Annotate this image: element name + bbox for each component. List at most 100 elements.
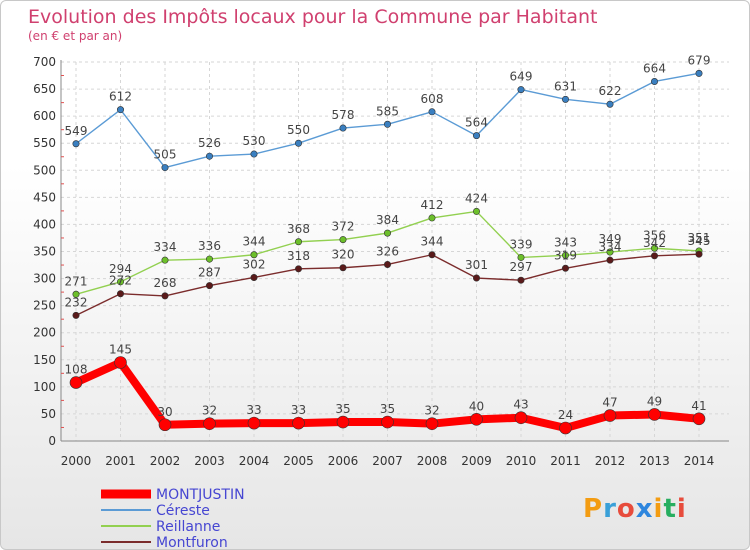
data-label: 294 [109,262,132,276]
data-point [158,418,172,432]
data-label: 622 [599,84,622,98]
proxiti-logo-text: Proxiti [583,494,687,524]
y-tick-label: 250 [33,299,56,313]
data-label: 35 [335,402,350,416]
data-point [606,256,614,264]
data-point [117,290,125,298]
data-point [339,264,347,272]
y-tick-label: 400 [33,217,56,231]
data-point [339,124,347,132]
data-label: 585 [376,104,399,118]
data-label: 40 [469,399,484,413]
data-point [428,251,436,259]
data-label: 268 [154,276,177,290]
data-point [650,77,658,85]
data-label: 343 [554,235,577,249]
data-point [606,248,614,256]
data-point [606,100,614,108]
data-point [561,251,569,259]
data-point [117,278,125,286]
data-label: 271 [65,274,88,288]
x-tick-label: 2006 [328,454,359,468]
data-point [517,276,525,284]
data-point [428,214,436,222]
data-label: 664 [643,61,666,75]
data-label: 318 [287,249,310,263]
series [69,69,706,435]
data-point [161,164,169,172]
data-point [381,415,394,429]
data-label: 320 [332,248,355,262]
data-point [69,376,83,389]
data-label: 301 [465,258,488,272]
data-point [561,264,569,272]
data-label: 287 [198,266,221,280]
data-label: 372 [332,220,355,234]
data-point [336,415,350,429]
data-label: 342 [643,236,666,250]
data-label: 24 [558,408,573,422]
data-label: 344 [421,235,444,249]
data-label: 356 [643,228,666,242]
x-tick-label: 2008 [417,454,448,468]
data-label: 549 [65,124,88,138]
data-label: 384 [376,213,399,227]
y-tick-label: 150 [33,353,56,367]
logo-letter: x [636,494,654,524]
data-label: 145 [109,342,132,356]
x-tick-label: 2004 [239,454,270,468]
y-tick-label: 50 [41,407,56,421]
data-label: 424 [465,191,488,205]
axes: 0 50 100 150 200 250 300 350 400 450 500 550 600 650 7… [33,55,729,468]
legend-label: Montfuron [156,535,228,550]
x-tick-label: 2003 [194,454,225,468]
data-point [695,69,703,77]
data-point [472,207,480,215]
data-point [695,250,703,258]
y-tick-label: 650 [33,82,56,96]
y-tick-label: 100 [33,380,56,394]
data-label: 32 [202,404,217,418]
data-label: 297 [510,260,533,274]
data-label: 578 [332,108,355,122]
data-point [517,253,525,261]
data-label: 232 [65,295,88,309]
data-point [292,416,305,430]
data-label: 349 [599,232,622,246]
data-point [247,416,261,430]
data-label: 530 [243,134,266,148]
x-tick-label: 2011 [550,454,581,468]
data-point [72,290,80,298]
data-point [72,140,80,148]
data-label: 351 [688,231,711,245]
data-point [603,409,617,422]
data-point [648,408,661,421]
x-tick-label: 2005 [283,454,314,468]
data-point [514,411,528,425]
proxiti-logo: Proxiti [583,494,687,524]
data-point [383,260,391,268]
legend-label: Reillanne [156,519,220,535]
logo-letter: i [677,494,687,524]
data-point [472,274,480,282]
data-point [517,86,525,94]
data-label: 550 [287,123,310,137]
y-tick-label: 300 [33,272,56,286]
chart-title: Evolution des Impôts locaux pour la Comm… [28,6,598,28]
x-tick-label: 2007 [372,454,403,468]
data-point [250,251,258,259]
data-point [250,273,258,281]
data-label: 319 [554,248,577,262]
data-label: 564 [465,116,488,130]
data-point [294,238,302,246]
y-tick-label: 0 [48,434,56,448]
x-tick-label: 2001 [105,454,136,468]
data-point [72,311,80,319]
y-tick-label: 600 [33,109,56,123]
data-point [425,417,439,430]
data-label: 302 [243,257,266,271]
data-label: 339 [510,237,533,251]
x-tick-label: 2010 [506,454,537,468]
